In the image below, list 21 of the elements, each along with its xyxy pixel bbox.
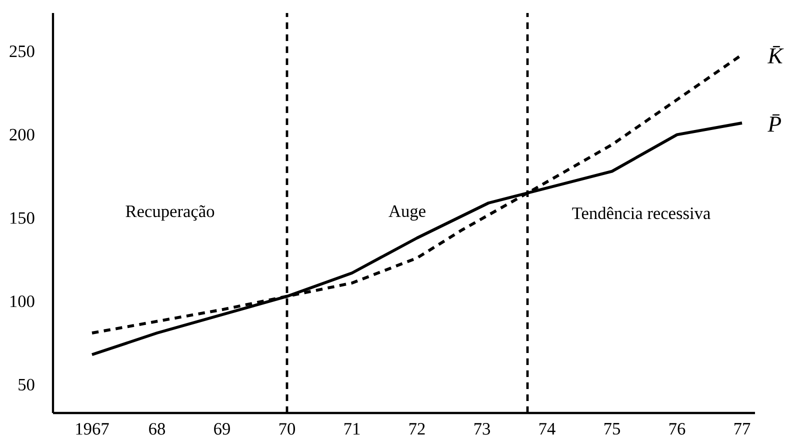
series-label: K̄ [767,46,784,64]
x-tick-label: 76 [669,423,686,435]
y-tick-label: 250 [10,45,34,58]
x-tick-label: 74 [539,423,556,434]
y-tick-label: 50 [18,378,34,391]
series-label: P̄ [768,114,781,132]
y-tick-label: 100 [10,295,34,308]
x-tick-label: 71 [344,423,360,434]
y-tick-label: 150 [10,212,34,224]
x-tick-label: 68 [149,423,166,435]
annotation: Auge [388,205,426,221]
x-tick-label: 73 [474,423,490,435]
x-tick-label: 70 [279,423,296,435]
annotation: Tendência recessiva [572,206,710,220]
x-tick-label: 72 [409,423,425,435]
y-tick-label: 200 [10,128,34,141]
x-tick-label: 69 [214,423,230,435]
x-tick-label: 77 [734,423,750,434]
x-tick-label: 75 [604,423,620,435]
annotation: Recuperação [126,205,214,221]
x-tick-label: 1967 [76,423,109,435]
